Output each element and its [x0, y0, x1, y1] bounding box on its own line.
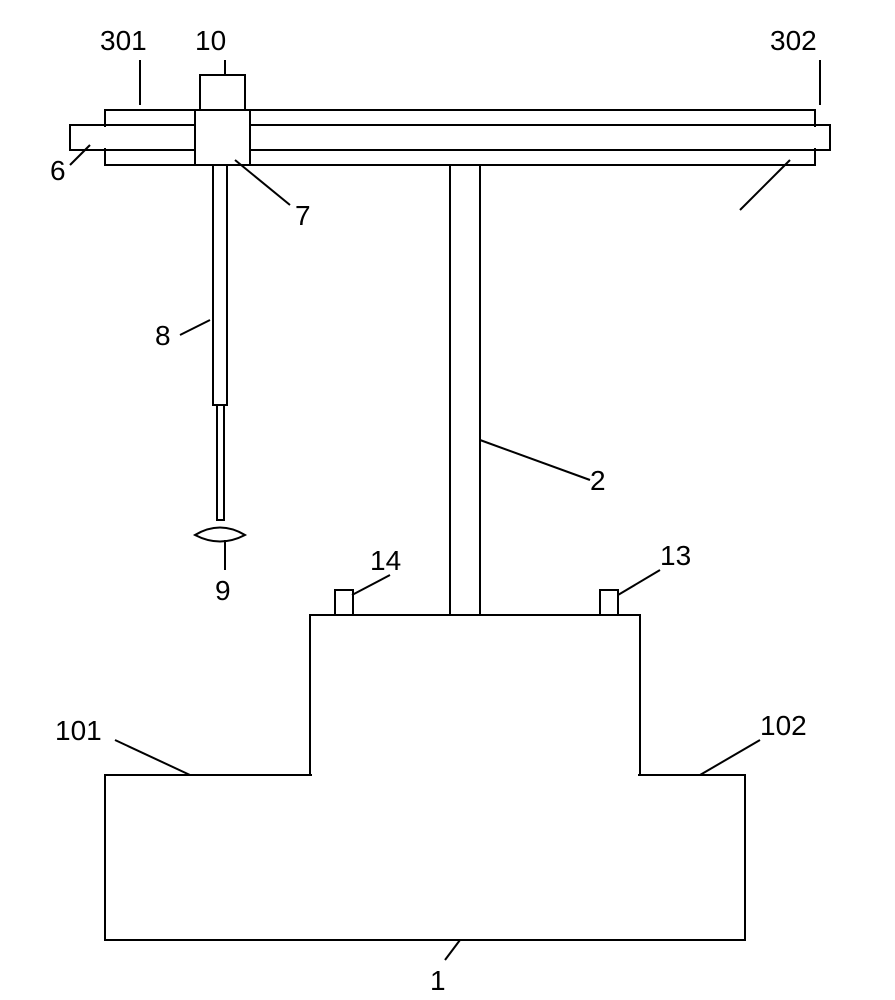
piston-rod: [213, 165, 227, 405]
label-13: 13: [660, 540, 691, 571]
sensor-right: [600, 590, 618, 615]
beam-right-end: [815, 125, 830, 150]
base-upper: [310, 615, 640, 775]
leader-102: [700, 740, 760, 775]
label-9: 9: [215, 575, 231, 606]
leader-13: [618, 570, 660, 595]
label-301: 301: [100, 25, 147, 56]
leader-unlabeled: [740, 160, 790, 210]
leader-1: [445, 940, 460, 960]
label-14: 14: [370, 545, 401, 576]
label-302: 302: [770, 25, 817, 56]
label-2: 2: [590, 465, 606, 496]
label-102: 102: [760, 710, 807, 741]
label-10: 10: [195, 25, 226, 56]
leader-101: [115, 740, 190, 775]
leader-2: [480, 440, 590, 480]
vertical-column: [450, 135, 480, 615]
carriage: [195, 110, 250, 165]
label-101: 101: [55, 715, 102, 746]
sensor-left: [335, 590, 353, 615]
leader-7: [235, 160, 290, 205]
leader-8: [180, 320, 210, 335]
suction-cup: [195, 528, 245, 542]
leader-14: [352, 575, 390, 595]
piston-rod-thin: [217, 405, 224, 520]
technical-diagram: 301 10 302 6 7 8 9 14 2 13 101 102 1: [0, 0, 895, 1000]
label-6: 6: [50, 155, 66, 186]
label-8: 8: [155, 320, 171, 351]
motor-top: [200, 75, 245, 110]
label-1: 1: [430, 965, 446, 996]
base-lower: [105, 775, 745, 940]
label-7: 7: [295, 200, 311, 231]
